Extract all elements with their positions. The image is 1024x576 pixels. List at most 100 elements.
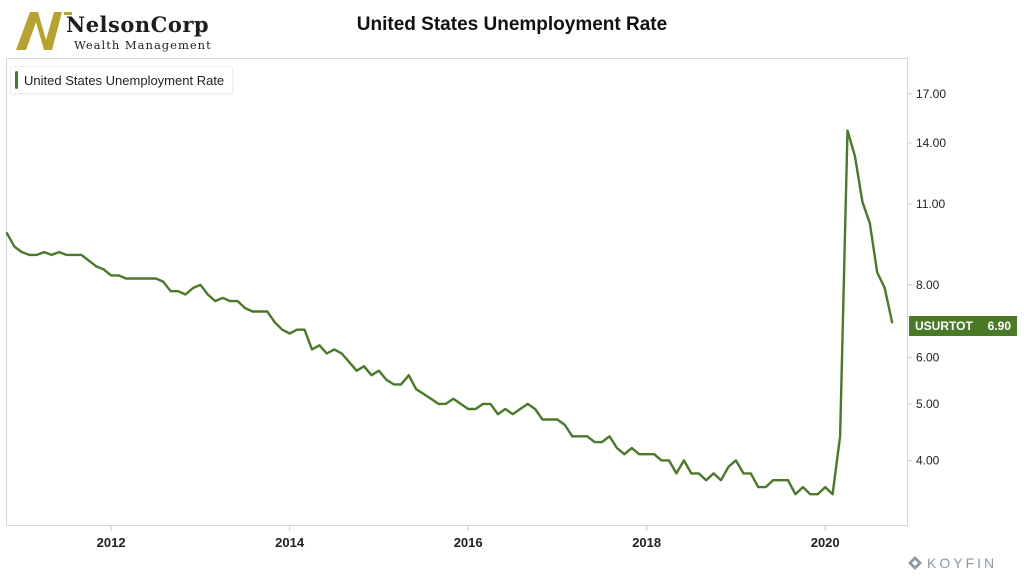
data-point-2013-09[interactable] (258, 310, 262, 314)
data-point-2016-01[interactable] (466, 407, 470, 411)
data-point-2019-12[interactable] (816, 492, 820, 496)
data-point-2016-05[interactable] (496, 412, 500, 416)
data-point-2017-11[interactable] (630, 446, 634, 450)
data-point-2013-11[interactable] (273, 320, 277, 324)
data-point-2014-03[interactable] (303, 328, 307, 332)
data-point-2015-10[interactable] (444, 402, 448, 406)
data-point-2011-12[interactable] (102, 267, 106, 271)
data-point-2020-05[interactable] (853, 154, 857, 158)
data-point-2013-12[interactable] (280, 328, 284, 332)
data-point-2017-12[interactable] (637, 452, 641, 456)
data-point-2014-01[interactable] (288, 332, 292, 336)
data-point-2019-04[interactable] (756, 485, 760, 489)
data-point-2012-09[interactable] (169, 289, 173, 293)
data-point-2011-04[interactable] (42, 250, 46, 254)
data-point-2017-09[interactable] (615, 446, 619, 450)
data-point-2011-09[interactable] (79, 253, 83, 257)
data-point-2020-03[interactable] (838, 434, 842, 438)
data-point-2015-06[interactable] (414, 387, 418, 391)
data-point-2012-10[interactable] (176, 289, 180, 293)
data-point-2019-02[interactable] (741, 471, 745, 475)
data-point-2014-04[interactable] (310, 347, 314, 351)
data-point-2013-01[interactable] (198, 283, 202, 287)
data-point-2018-08[interactable] (697, 471, 701, 475)
data-point-2011-08[interactable] (72, 253, 76, 257)
data-point-2020-06[interactable] (860, 200, 864, 204)
data-point-2016-09[interactable] (526, 402, 530, 406)
data-point-2013-04[interactable] (221, 296, 225, 300)
data-point-2013-05[interactable] (228, 299, 232, 303)
data-point-2013-10[interactable] (265, 310, 269, 314)
data-point-2017-03[interactable] (570, 434, 574, 438)
data-point-2015-04[interactable] (399, 382, 403, 386)
data-point-2016-10[interactable] (533, 407, 537, 411)
data-point-2012-02[interactable] (117, 273, 121, 277)
series-line-unemployment-rate[interactable] (5, 129, 894, 496)
data-point-2014-09[interactable] (347, 360, 351, 364)
data-point-2020-02[interactable] (831, 492, 835, 496)
data-point-2015-07[interactable] (422, 392, 426, 396)
data-point-2016-02[interactable] (474, 407, 478, 411)
data-point-2011-06[interactable] (57, 250, 61, 254)
data-point-2016-06[interactable] (503, 407, 507, 411)
data-point-2012-03[interactable] (124, 277, 128, 281)
data-point-2012-04[interactable] (131, 277, 135, 281)
data-point-2011-01[interactable] (20, 250, 24, 254)
data-point-2014-06[interactable] (325, 352, 329, 356)
data-point-2020-04[interactable] (846, 129, 850, 133)
data-point-2020-01[interactable] (823, 485, 827, 489)
data-point-2017-06[interactable] (593, 440, 597, 444)
data-point-2018-05[interactable] (674, 471, 678, 475)
data-point-2014-11[interactable] (362, 364, 366, 368)
data-point-2019-07[interactable] (779, 478, 783, 482)
data-point-2015-12[interactable] (459, 402, 463, 406)
data-point-2015-09[interactable] (436, 402, 440, 406)
data-point-2016-12[interactable] (548, 418, 552, 422)
data-point-2011-07[interactable] (65, 253, 69, 257)
data-point-2011-11[interactable] (94, 264, 98, 268)
data-point-2012-05[interactable] (139, 277, 143, 281)
data-point-2019-09[interactable] (793, 492, 797, 496)
data-point-2015-01[interactable] (377, 369, 381, 373)
data-point-2016-04[interactable] (489, 402, 493, 406)
data-point-2010-11[interactable] (5, 231, 9, 235)
data-point-2014-08[interactable] (340, 352, 344, 356)
data-point-2018-03[interactable] (660, 458, 664, 462)
data-point-2017-04[interactable] (578, 434, 582, 438)
data-point-2018-04[interactable] (667, 458, 671, 462)
data-point-2020-09[interactable] (883, 286, 887, 290)
data-point-2012-07[interactable] (154, 277, 158, 281)
data-point-2011-03[interactable] (35, 253, 39, 257)
data-point-2018-09[interactable] (704, 478, 708, 482)
data-point-2018-12[interactable] (727, 465, 731, 469)
data-point-2018-07[interactable] (689, 471, 693, 475)
data-point-2016-08[interactable] (518, 407, 522, 411)
data-point-2019-10[interactable] (801, 485, 805, 489)
data-point-2019-06[interactable] (771, 478, 775, 482)
data-point-2019-11[interactable] (808, 492, 812, 496)
data-point-2017-08[interactable] (608, 434, 612, 438)
data-point-2012-01[interactable] (109, 273, 113, 277)
data-point-2019-01[interactable] (734, 458, 738, 462)
data-point-2019-03[interactable] (749, 471, 753, 475)
data-point-2017-10[interactable] (622, 452, 626, 456)
data-point-2015-02[interactable] (384, 378, 388, 382)
data-point-2019-08[interactable] (786, 478, 790, 482)
data-point-2012-06[interactable] (146, 277, 150, 281)
data-point-2018-06[interactable] (682, 458, 686, 462)
data-point-2012-12[interactable] (191, 286, 195, 290)
data-point-2011-02[interactable] (27, 253, 31, 257)
data-point-2017-07[interactable] (600, 440, 604, 444)
chart-legend[interactable]: United States Unemployment Rate (10, 66, 234, 94)
data-point-2013-03[interactable] (213, 299, 217, 303)
data-point-2013-06[interactable] (236, 299, 240, 303)
data-point-2016-11[interactable] (541, 418, 545, 422)
data-point-2015-08[interactable] (429, 397, 433, 401)
data-point-2016-03[interactable] (481, 402, 485, 406)
data-point-2014-05[interactable] (317, 343, 321, 347)
data-point-2020-08[interactable] (875, 270, 879, 274)
data-point-2011-10[interactable] (87, 259, 91, 263)
data-point-2015-11[interactable] (451, 397, 455, 401)
data-point-2014-07[interactable] (332, 347, 336, 351)
data-point-2010-12[interactable] (12, 245, 16, 249)
